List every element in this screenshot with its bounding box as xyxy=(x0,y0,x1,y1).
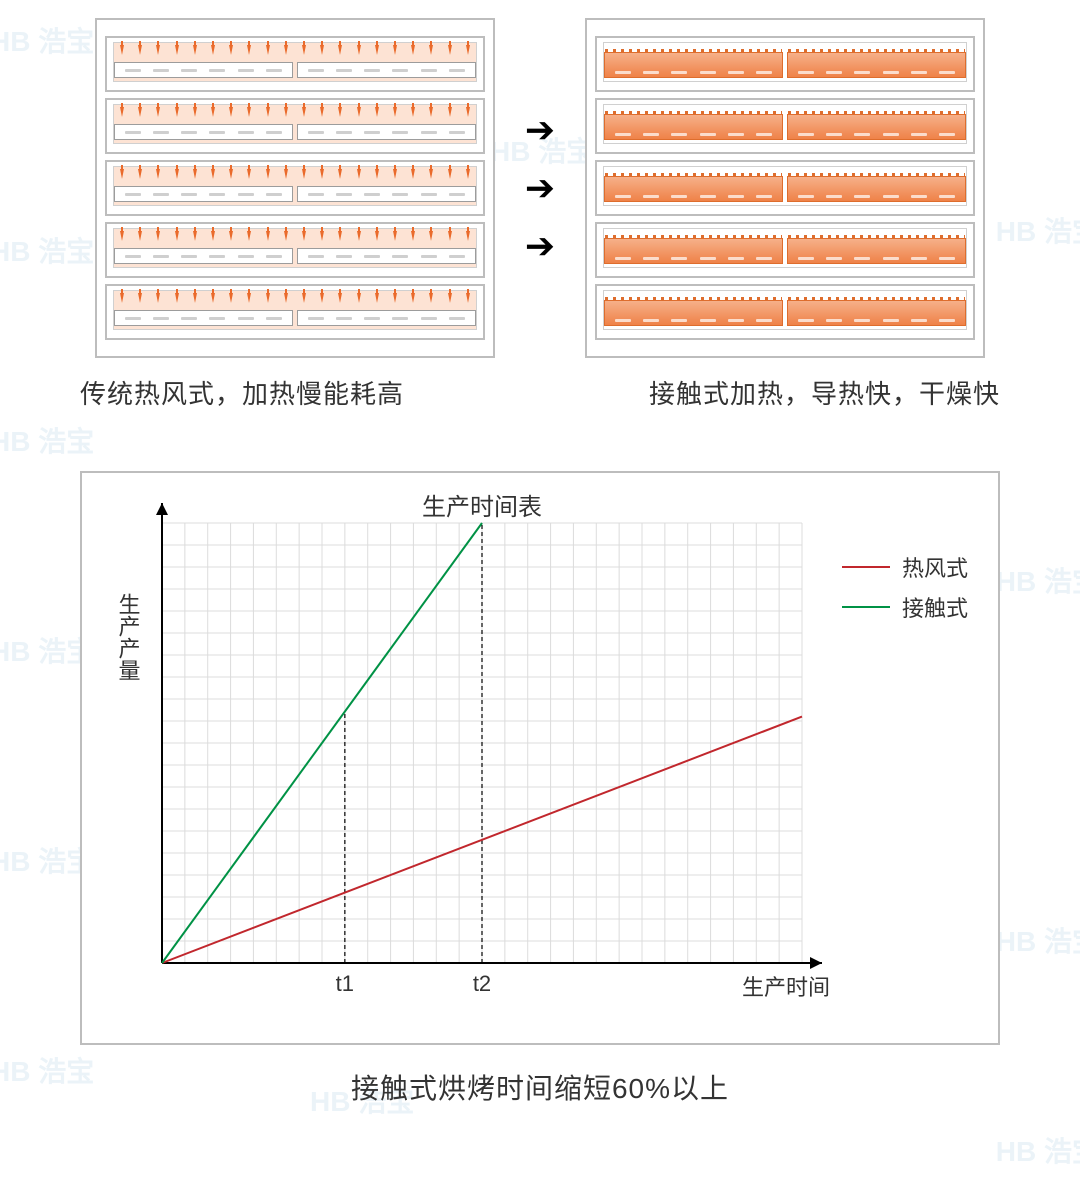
watermark: HB 浩宝 xyxy=(996,920,1080,960)
tray xyxy=(114,124,293,140)
tray xyxy=(297,186,476,202)
heated-tray xyxy=(604,238,783,264)
tray xyxy=(114,248,293,264)
comparison-row: ➔ ➔ ➔ xyxy=(0,0,1080,358)
legend-swatch xyxy=(842,606,890,608)
arrow-right-icon: ➔ xyxy=(525,228,555,264)
heated-tray xyxy=(604,300,783,326)
tray xyxy=(114,310,293,326)
shelf-row xyxy=(105,98,485,154)
legend-swatch xyxy=(842,566,890,568)
shelf-row xyxy=(105,36,485,92)
heated-tray xyxy=(787,238,966,264)
shelf-row xyxy=(595,284,975,340)
heated-tray xyxy=(787,176,966,202)
watermark: HB 浩宝 xyxy=(996,1130,1080,1170)
heated-tray xyxy=(787,114,966,140)
tray xyxy=(114,62,293,78)
tray xyxy=(297,124,476,140)
watermark: HB 浩宝 xyxy=(0,420,94,460)
shelf-row xyxy=(595,160,975,216)
tray xyxy=(114,186,293,202)
heated-tray xyxy=(604,114,783,140)
svg-text:生产时间: 生产时间 xyxy=(742,975,830,1000)
chart-legend: 热风式接触式 xyxy=(842,543,968,631)
bottom-caption: 接触式烘烤时间缩短60%以上 xyxy=(0,1067,1080,1107)
tray xyxy=(297,310,476,326)
shelf-row xyxy=(105,222,485,278)
page: HB 浩宝 HB 浩宝 HB 浩宝 HB 浩宝 HB 浩宝 HB 浩宝 HB 浩… xyxy=(0,0,1080,1107)
watermark: HB 浩宝 xyxy=(996,560,1080,600)
arrow-right-icon: ➔ xyxy=(525,112,555,148)
oven-hot-air xyxy=(95,18,495,358)
heated-tray xyxy=(604,52,783,78)
legend-label: 接触式 xyxy=(902,591,968,623)
heated-tray xyxy=(604,176,783,202)
tray xyxy=(297,248,476,264)
shelf-row xyxy=(595,222,975,278)
legend-item: 接触式 xyxy=(842,591,968,623)
heated-tray xyxy=(787,52,966,78)
svg-text:生产产量: 生产产量 xyxy=(116,593,141,681)
oven-contact xyxy=(585,18,985,358)
legend-label: 热风式 xyxy=(902,551,968,583)
shelf-row xyxy=(595,98,975,154)
svg-text:t2: t2 xyxy=(473,971,491,996)
svg-text:t1: t1 xyxy=(336,971,354,996)
arrow-right-icon: ➔ xyxy=(525,170,555,206)
tray xyxy=(297,62,476,78)
shelf-row xyxy=(105,284,485,340)
shelf-row xyxy=(105,160,485,216)
legend-item: 热风式 xyxy=(842,551,968,583)
caption-left: 传统热风式，加热慢能耗高 xyxy=(80,374,404,411)
caption-right: 接触式加热，导热快，干燥快 xyxy=(649,374,1000,411)
heated-tray xyxy=(787,300,966,326)
transition-arrows: ➔ ➔ ➔ xyxy=(525,112,555,264)
chart-panel: 生产时间表生产产量生产时间 t1 t2 热风式接触式 xyxy=(80,471,1000,1045)
shelf-row xyxy=(595,36,975,92)
svg-text:生产时间表: 生产时间表 xyxy=(422,494,542,521)
captions-row: 传统热风式，加热慢能耗高 接触式加热，导热快，干燥快 xyxy=(0,358,1080,411)
